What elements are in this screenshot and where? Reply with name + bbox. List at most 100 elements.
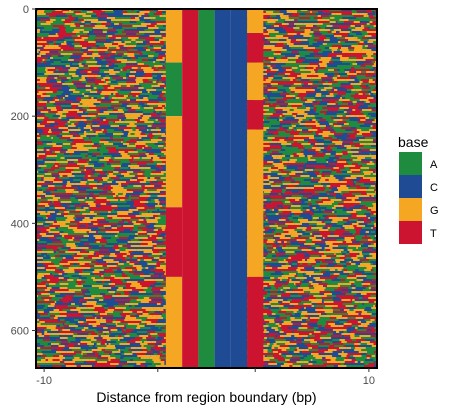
- random-cell: [144, 125, 148, 127]
- random-cell: [91, 333, 98, 335]
- random-cell: [94, 251, 99, 253]
- random-cell: [115, 93, 119, 95]
- random-cell: [331, 31, 337, 33]
- random-cell: [73, 179, 81, 181]
- random-cell: [102, 317, 107, 319]
- random-cell: [324, 47, 330, 49]
- random-cell: [61, 171, 72, 173]
- random-cell: [90, 291, 101, 293]
- random-cell: [79, 165, 85, 167]
- random-cell: [133, 359, 144, 361]
- random-cell: [123, 309, 130, 311]
- random-cell: [83, 243, 90, 245]
- random-cell: [158, 145, 164, 147]
- random-cell: [135, 185, 142, 187]
- random-cell: [156, 317, 163, 319]
- random-cell: [127, 47, 134, 49]
- random-cell: [36, 221, 41, 223]
- random-cell: [46, 61, 54, 63]
- random-cell: [287, 105, 292, 107]
- random-cell: [361, 83, 370, 85]
- random-cell: [91, 47, 97, 49]
- random-cell: [302, 61, 309, 63]
- random-cell: [329, 15, 337, 17]
- random-cell: [158, 221, 166, 223]
- random-cell: [111, 313, 120, 315]
- random-cell: [46, 107, 57, 109]
- random-cell: [363, 63, 374, 65]
- random-cell: [123, 57, 132, 59]
- random-cell: [67, 187, 78, 189]
- random-cell: [67, 279, 74, 281]
- random-cell: [54, 291, 66, 293]
- random-cell: [83, 31, 90, 33]
- random-cell: [95, 253, 99, 255]
- random-cell: [87, 355, 99, 357]
- random-cell: [59, 339, 68, 341]
- random-cell: [130, 257, 133, 259]
- random-cell: [314, 27, 321, 29]
- random-cell: [159, 15, 163, 17]
- random-cell: [327, 81, 338, 83]
- random-cell: [288, 15, 299, 17]
- random-cell: [43, 255, 46, 257]
- random-cell: [126, 327, 137, 329]
- random-cell: [142, 313, 149, 315]
- random-cell: [106, 321, 113, 323]
- random-cell: [112, 77, 116, 79]
- random-cell: [51, 141, 63, 143]
- random-cell: [303, 23, 315, 25]
- random-cell: [111, 165, 121, 167]
- random-cell: [114, 179, 122, 181]
- random-cell: [102, 177, 110, 179]
- random-cell: [92, 141, 100, 143]
- random-cell: [291, 69, 301, 71]
- random-cell: [96, 295, 103, 297]
- random-cell: [105, 39, 116, 41]
- random-cell: [40, 123, 50, 125]
- random-cell: [159, 251, 166, 253]
- random-cell: [51, 131, 63, 133]
- random-cell: [162, 327, 166, 329]
- random-cell: [127, 59, 134, 61]
- random-cell: [287, 121, 299, 123]
- random-cell: [92, 167, 98, 169]
- random-cell: [116, 303, 119, 305]
- random-cell: [338, 73, 347, 75]
- random-cell: [56, 95, 66, 97]
- random-cell: [36, 71, 46, 73]
- random-cell: [348, 33, 350, 35]
- random-cell: [77, 223, 86, 225]
- random-cell: [128, 165, 140, 167]
- random-cell: [78, 159, 90, 161]
- random-cell: [322, 23, 331, 25]
- random-cell: [42, 159, 51, 161]
- random-cell: [71, 303, 75, 305]
- random-cell: [70, 309, 81, 311]
- random-cell: [36, 245, 48, 247]
- random-cell: [48, 35, 59, 37]
- random-cell: [91, 323, 101, 325]
- random-cell: [88, 183, 98, 185]
- random-cell: [53, 251, 57, 253]
- random-cell: [151, 67, 156, 69]
- random-cell: [114, 353, 122, 355]
- random-cell: [320, 27, 326, 29]
- random-cell: [342, 115, 346, 117]
- random-cell: [99, 313, 108, 315]
- random-cell: [85, 201, 94, 203]
- random-cell: [328, 85, 333, 87]
- random-cell: [49, 101, 56, 103]
- random-cell: [127, 109, 134, 111]
- random-cell: [133, 225, 142, 227]
- random-cell: [132, 311, 137, 313]
- random-cell: [136, 71, 145, 73]
- random-cell: [284, 73, 291, 75]
- random-cell: [141, 131, 153, 133]
- random-cell: [360, 65, 366, 67]
- random-cell: [340, 41, 345, 43]
- random-cell: [134, 13, 145, 15]
- random-cell: [362, 93, 366, 95]
- random-cell: [156, 233, 161, 235]
- random-cell: [100, 267, 110, 269]
